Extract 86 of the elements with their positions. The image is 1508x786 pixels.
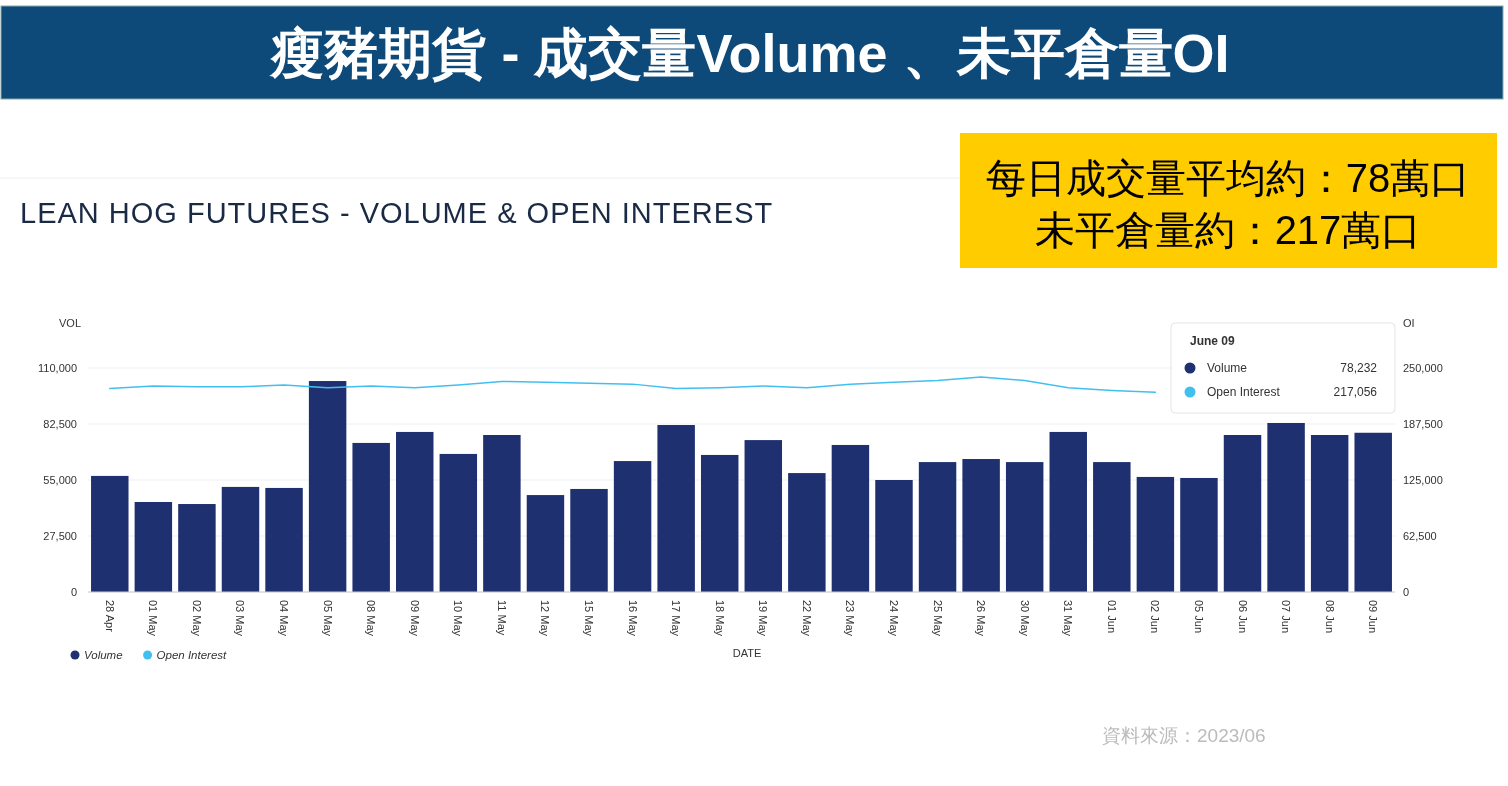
bar (1136, 476, 1175, 592)
legend-label: Volume (84, 649, 123, 661)
x-tick-label: 01 May (147, 600, 160, 637)
x-tick-label: 05 May (321, 600, 334, 637)
y-tick-label: 110,000 (38, 362, 77, 374)
x-tick-label: 19 May (757, 600, 770, 637)
bar (483, 435, 521, 592)
x-tick-label: 17 May (670, 600, 683, 637)
bar (962, 459, 1000, 592)
bar (178, 504, 216, 592)
annotation: Volume (1207, 361, 1248, 375)
bar (570, 488, 608, 592)
y-tick-label: 82,500 (43, 418, 77, 430)
x-tick-label: 03 May (234, 600, 247, 637)
bar (831, 444, 870, 592)
legend-label: Open Interest (156, 649, 228, 661)
bar (1354, 432, 1392, 592)
bar (918, 462, 957, 592)
bar (1005, 462, 1044, 592)
bar (613, 461, 652, 592)
line-series (109, 376, 1157, 393)
bar (439, 453, 478, 592)
x-tick-label: 30 May (1018, 600, 1031, 637)
x-tick-label: 08 May (365, 600, 378, 637)
text: 未平倉量約：217萬口 (1034, 208, 1422, 252)
x-tick-label: 26 May (975, 600, 988, 637)
bar (1180, 477, 1218, 592)
x-tick-label: 22 May (800, 600, 813, 637)
x-tick-label: 05 Jun (1192, 600, 1205, 634)
x-tick-label: 02 Jun (1149, 600, 1162, 634)
y-tick-label: 27,500 (43, 530, 77, 542)
annotation: Open Interest (1207, 385, 1281, 399)
bar (221, 486, 260, 592)
x-tick-label: 25 May (931, 600, 944, 637)
bar (91, 475, 129, 592)
bar (1267, 422, 1305, 592)
x-tick-label: 02 May (190, 600, 203, 637)
annotation: 78,232 (1340, 361, 1378, 375)
bar (352, 442, 390, 592)
x-tick-label: 08 Jun (1323, 600, 1336, 634)
x-tick-label: 15 May (583, 600, 596, 637)
y2-tick-label: 187,500 (1403, 418, 1443, 430)
x-tick-label: 18 May (713, 600, 726, 637)
bar (1093, 462, 1131, 592)
x-tick-label: 09 Jun (1367, 600, 1380, 634)
x-tick-label: 28 Apr (103, 600, 116, 633)
y2-tick-label: 62,500 (1403, 530, 1437, 542)
text: 每日成交量平均約：78萬口 (985, 156, 1471, 200)
bar (744, 440, 783, 592)
source-note: 資料來源：2023/06 (1102, 725, 1266, 746)
annotation: 217,056 (1333, 385, 1378, 399)
x-axis-title: DATE (732, 647, 762, 659)
bar (265, 487, 303, 592)
y2-axis-title: OI (1403, 317, 1415, 329)
bar (875, 480, 913, 592)
bar (134, 501, 173, 592)
x-tick-label: 09 May (408, 600, 421, 637)
text: June 09 (1190, 334, 1236, 348)
x-tick-label: 23 May (844, 600, 857, 637)
x-tick-label: 24 May (887, 600, 900, 637)
y2-tick-label: 250,000 (1403, 362, 1443, 374)
x-tick-label: 12 May (539, 600, 552, 637)
y-axis-title: VOL (59, 317, 82, 329)
bar (396, 431, 434, 592)
x-tick-label: 31 May (1062, 600, 1075, 637)
bar (788, 473, 826, 592)
chart-subtitle: LEAN HOG FUTURES - VOLUME & OPEN INTEREST (20, 197, 774, 229)
x-tick-label: 16 May (626, 600, 639, 637)
x-tick-label: 07 Jun (1280, 600, 1293, 634)
x-tick-label: 01 Jun (1105, 600, 1118, 634)
y2-tick-label: 0 (1403, 586, 1410, 598)
bar (1049, 431, 1087, 592)
y-tick-label: 0 (70, 586, 77, 598)
x-tick-label: 04 May (278, 600, 291, 637)
bar (526, 495, 565, 592)
y-tick-label: 55,000 (43, 474, 77, 486)
bar (1310, 435, 1349, 592)
bar (657, 425, 695, 592)
y2-tick-label: 125,000 (1403, 474, 1443, 486)
bar (700, 454, 739, 592)
bar (308, 381, 347, 592)
x-tick-label: 10 May (452, 600, 465, 637)
bar (1223, 435, 1262, 592)
x-tick-label: 11 May (495, 600, 508, 636)
chart-title: 瘦豬期貨 - 成交量Volume 、未平倉量OI (269, 23, 1230, 83)
x-tick-label: 06 Jun (1236, 600, 1249, 634)
